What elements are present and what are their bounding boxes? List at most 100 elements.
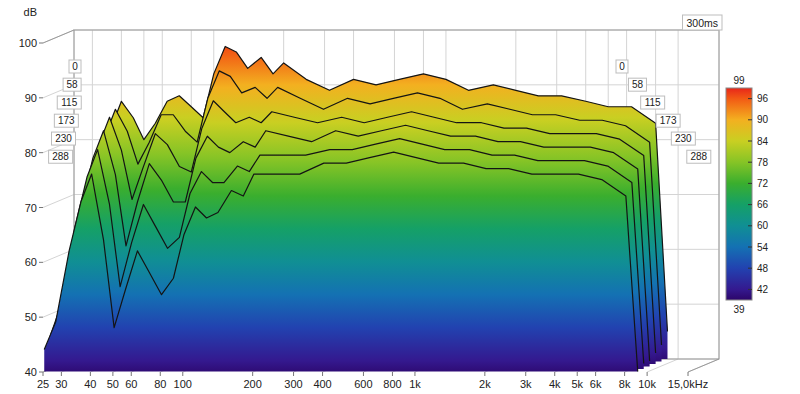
label-box xyxy=(57,96,81,109)
z-tick-label-box: 230 xyxy=(671,132,695,145)
slices xyxy=(44,46,667,371)
tick xyxy=(595,372,596,376)
annotation: 300ms xyxy=(686,17,718,29)
z-tick-label: 230 xyxy=(55,133,72,144)
x-tick-label: 4k xyxy=(549,378,561,390)
x-tick-label: 200 xyxy=(243,378,261,390)
z-tick-label-box: 173 xyxy=(656,114,680,127)
z-tick-label-box: 288 xyxy=(687,150,711,163)
x-tick-label: 8k xyxy=(619,378,631,390)
label-box xyxy=(54,114,78,127)
y-tick-label: 100 xyxy=(19,37,37,49)
slice-line xyxy=(44,152,637,371)
colorbar-bar xyxy=(726,88,752,300)
tick xyxy=(61,372,62,376)
tick xyxy=(554,372,555,376)
label-box xyxy=(52,132,76,145)
tick xyxy=(392,372,393,376)
z-tick-label: 115 xyxy=(645,97,661,108)
z-tick-label: 173 xyxy=(58,115,75,126)
tick xyxy=(39,207,43,208)
z-tick-label: 288 xyxy=(690,151,707,162)
colorbar-label: 99 xyxy=(733,75,745,86)
tick xyxy=(39,317,43,318)
frame xyxy=(43,30,74,43)
grid xyxy=(43,30,719,372)
y-tick-label: 60 xyxy=(25,256,37,268)
tick xyxy=(748,268,752,269)
tick xyxy=(43,372,44,376)
z-tick-label-box: 0 xyxy=(69,60,81,73)
z-tick-label: 58 xyxy=(632,79,644,90)
label-box xyxy=(641,96,665,109)
colorbar-label: 66 xyxy=(757,199,769,210)
tick xyxy=(414,372,415,376)
tick xyxy=(252,372,253,376)
tick xyxy=(688,372,689,376)
tick xyxy=(39,152,43,153)
tick xyxy=(160,372,161,376)
chart: 405060708090100dB25304050608010020030040… xyxy=(0,0,800,394)
tick xyxy=(39,97,43,98)
x-tick-label: 5k xyxy=(571,378,583,390)
tick xyxy=(748,204,752,205)
tick xyxy=(39,262,43,263)
tick xyxy=(748,225,752,226)
tick xyxy=(525,372,526,376)
z-tick-label-box: 173 xyxy=(54,114,78,127)
tick xyxy=(647,372,648,376)
colorbar-label: 54 xyxy=(757,242,769,253)
label-box xyxy=(656,114,680,127)
tick xyxy=(293,372,294,376)
tick xyxy=(322,372,323,376)
x-tick-label: 400 xyxy=(313,378,331,390)
z-tick-label: 230 xyxy=(675,133,692,144)
z-tick-label-box: 288 xyxy=(49,150,73,163)
z-tick-label-box: 58 xyxy=(63,78,81,91)
tick xyxy=(748,183,752,184)
label-box xyxy=(687,150,711,163)
tick xyxy=(182,372,183,376)
colorbar-label: 60 xyxy=(757,220,769,231)
label-box xyxy=(616,60,628,73)
x-tick-label: 10k xyxy=(638,378,656,390)
tick xyxy=(577,372,578,376)
tick xyxy=(90,372,91,376)
colorbar-label: 48 xyxy=(757,263,769,274)
tick xyxy=(484,372,485,376)
annotation-box xyxy=(683,15,723,30)
tick xyxy=(748,162,752,163)
y-tick-label: 80 xyxy=(25,147,37,159)
colorbar-label: 84 xyxy=(757,136,769,147)
x-tick-label: 100 xyxy=(174,378,192,390)
z-tick-label-box: 230 xyxy=(52,132,76,145)
tick xyxy=(624,372,625,376)
colorbar: 999690847872666054484239 xyxy=(726,75,769,315)
x-tick-label: 30 xyxy=(55,378,67,390)
label-box xyxy=(49,150,73,163)
x-tick-label: 15,0kHz xyxy=(668,378,708,390)
z-tick-label: 173 xyxy=(660,115,677,126)
colorbar-label: 39 xyxy=(733,304,745,315)
y-tick-label: 50 xyxy=(25,311,37,323)
tick xyxy=(131,372,132,376)
z-tick-label: 0 xyxy=(72,61,78,72)
tick xyxy=(748,119,752,120)
z-tick-label-box: 115 xyxy=(641,96,665,109)
x-tick-label: 25 xyxy=(37,378,49,390)
x-tick-label: 3k xyxy=(520,378,532,390)
label-box xyxy=(671,132,695,145)
z-tick-label: 58 xyxy=(67,79,79,90)
y-tick-label: 90 xyxy=(25,92,37,104)
x-tick-label: 1k xyxy=(409,378,421,390)
x-tick-label: 300 xyxy=(284,378,302,390)
grid-line xyxy=(678,30,679,359)
label-box xyxy=(63,78,81,91)
tick xyxy=(748,289,752,290)
tick xyxy=(112,372,113,376)
x-tick-label: 800 xyxy=(383,378,401,390)
tick xyxy=(748,247,752,248)
x-tick-label: 6k xyxy=(590,378,602,390)
x-tick-label: 60 xyxy=(125,378,137,390)
slice-area xyxy=(44,152,637,371)
